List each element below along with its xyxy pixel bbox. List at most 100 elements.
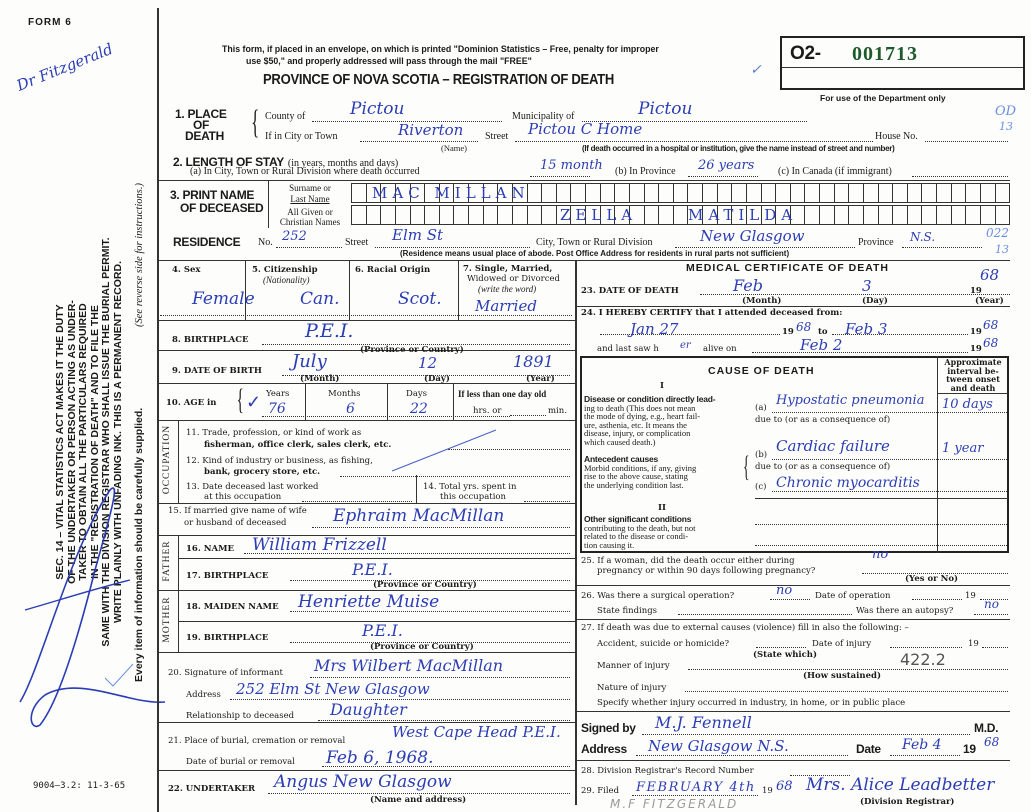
department-mark: 022 <box>986 226 1009 240</box>
dod-month[interactable]: Feb <box>733 276 763 295</box>
dob-day[interactable]: 12 <box>418 354 438 372</box>
part-two-label: II <box>658 503 666 513</box>
age-months[interactable]: 6 <box>346 401 355 417</box>
municipality-value[interactable]: Pictou <box>638 99 693 119</box>
name-label: 3. PRINT NAME <box>170 188 255 202</box>
instruction-line: contributing to the death, but not <box>584 522 696 533</box>
cause-b-interval[interactable]: 1 year <box>942 441 984 456</box>
mother-birthplace[interactable]: P.E.I. <box>362 621 403 640</box>
cause-b-value[interactable]: Cardiac failure <box>776 437 890 455</box>
q14-label: this occupation <box>440 492 507 502</box>
residence-province-value[interactable]: N.S. <box>910 230 936 244</box>
cause-a-value[interactable]: Hypostatic pneumonia <box>776 393 925 408</box>
registrar-signature[interactable]: Mrs. Alice Leadbetter <box>806 775 995 795</box>
autopsy-value[interactable]: no <box>984 597 999 611</box>
cause-b-line <box>772 459 1007 460</box>
q13-line <box>302 501 412 502</box>
spouse-value[interactable]: Ephraim MacMillan <box>333 506 505 526</box>
alive-on-date[interactable]: Feb 2 <box>800 336 843 354</box>
father-birthplace[interactable]: P.E.I. <box>352 560 393 579</box>
informant-signature[interactable]: Mrs Wilbert MacMillan <box>314 656 504 675</box>
hours-label: hrs. or <box>473 406 502 416</box>
surname-value[interactable]: MAC MILLAN <box>372 184 530 202</box>
county-value[interactable]: Pictou <box>350 99 405 119</box>
residence-street-value[interactable]: Elm St <box>392 226 444 244</box>
burial-place[interactable]: West Cape Head P.E.I. <box>392 723 561 741</box>
burial-date[interactable]: Feb 6, 1968. <box>326 748 434 768</box>
divider <box>416 475 417 503</box>
letter-cell <box>879 206 894 224</box>
marital-value[interactable]: Married <box>475 297 537 315</box>
year-note: (Year) <box>526 374 555 384</box>
residence-city-value[interactable]: New Glasgow <box>700 227 805 245</box>
letter-cell <box>454 206 469 224</box>
relationship-value[interactable]: Daughter <box>330 700 407 719</box>
sex-value[interactable]: Female <box>192 289 255 309</box>
see-reverse-note: (See reverse side for instructions.) <box>133 183 145 327</box>
to-year[interactable]: 68 <box>983 318 999 332</box>
last-saw-pronoun[interactable]: er <box>680 340 691 351</box>
signed-year[interactable]: 68 <box>984 735 1000 749</box>
stay-a-value[interactable]: 15 month <box>540 158 603 173</box>
last-saw-label: and last saw h <box>597 344 659 354</box>
letter-cell <box>674 206 689 224</box>
minutes-line <box>510 415 546 416</box>
letter-cell <box>352 206 367 224</box>
letter-cell <box>996 206 1010 224</box>
mother-name[interactable]: Henriette Muise <box>298 592 440 612</box>
letter-cell <box>966 206 981 224</box>
from-year[interactable]: 68 <box>796 320 812 334</box>
given-first-value[interactable]: ZELLA <box>560 206 638 224</box>
divider <box>158 722 575 723</box>
cause-c-value[interactable]: Chronic myocarditis <box>776 475 920 491</box>
filed-date[interactable]: FEBRUARY 4th <box>636 780 756 795</box>
letter-cell <box>703 206 718 224</box>
citizenship-value[interactable]: Can. <box>300 289 340 309</box>
dod-day[interactable]: 3 <box>862 277 872 295</box>
relationship-line <box>318 720 570 721</box>
cause-a-interval[interactable]: 10 days <box>942 397 993 412</box>
city-value[interactable]: Riverton <box>398 121 464 139</box>
antecedent-instructions: Antecedent causes Morbid conditions, if … <box>584 455 696 489</box>
street-value[interactable]: Pictou C Home <box>528 120 643 138</box>
divider <box>755 498 1008 499</box>
undertaker-value[interactable]: Angus New Glasgow <box>274 772 452 792</box>
signed-date[interactable]: Feb 4 <box>902 737 942 753</box>
age-days[interactable]: 22 <box>410 401 428 417</box>
racial-origin-value[interactable]: Scot. <box>398 289 442 309</box>
letter-cell <box>908 206 923 224</box>
age-years[interactable]: 76 <box>268 401 286 417</box>
pregnancy-value[interactable]: no <box>872 547 889 562</box>
father-name[interactable]: William Frizzell <box>252 535 387 555</box>
surname-grid[interactable] <box>351 183 1010 203</box>
given-names-grid[interactable] <box>351 205 1010 225</box>
q11-label: fisherman, office clerk, sales clerk, et… <box>204 440 392 450</box>
letter-cell <box>571 184 586 202</box>
birthplace-value[interactable]: P.E.I. <box>305 320 354 342</box>
page-title: PROVINCE OF NOVA SCOTIA – REGISTRATION O… <box>263 72 615 88</box>
signed-date-label: Date <box>856 742 881 756</box>
q12-label: bank, grocery store, etc. <box>204 467 321 477</box>
physician-address[interactable]: New Glasgow N.S. <box>648 737 789 755</box>
filed-year[interactable]: 68 <box>776 779 793 794</box>
residence-no-value[interactable]: 252 <box>282 229 307 244</box>
dob-month[interactable]: July <box>292 351 327 372</box>
dod-year[interactable]: 68 <box>980 266 1000 284</box>
burial-place-label: 21. Place of burial, cremation or remova… <box>168 736 346 746</box>
informant-address[interactable]: 252 Elm St New Glasgow <box>236 680 430 698</box>
alive-year[interactable]: 68 <box>983 336 999 350</box>
attended-from[interactable]: Jan 27 <box>630 320 679 338</box>
dob-year[interactable]: 1891 <box>513 352 554 371</box>
physician-signature[interactable]: M.J. Fennell <box>655 713 752 732</box>
surgery-value[interactable]: no <box>776 583 793 598</box>
letter-cell <box>454 184 469 202</box>
given-middle-value[interactable]: MATILDA <box>688 206 798 224</box>
mother-name-line <box>290 611 570 612</box>
attended-to[interactable]: Feb 3 <box>845 320 888 338</box>
divider <box>178 420 179 503</box>
letter-cell <box>791 184 806 202</box>
letter-cell <box>440 206 455 224</box>
accident-label: Accident, suicide or homicide? <box>597 639 730 649</box>
letter-cell <box>659 184 674 202</box>
stay-b-value[interactable]: 26 years <box>698 158 755 173</box>
